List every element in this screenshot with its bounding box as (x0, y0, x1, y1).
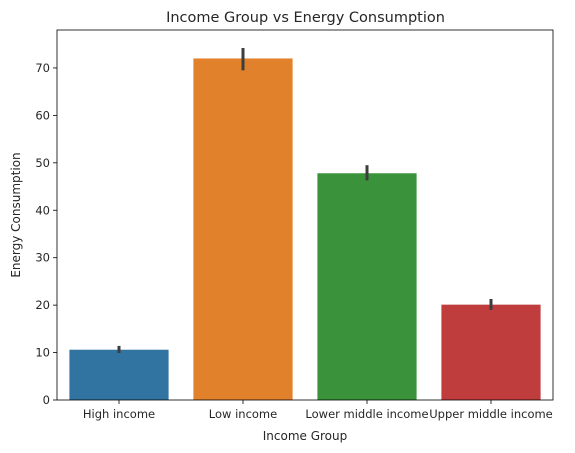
x-tick-label: Lower middle income (305, 407, 428, 421)
bar (193, 58, 293, 400)
x-axis-ticks: High income Low income Lower middle income… (83, 400, 553, 421)
y-tick-label: 60 (35, 108, 50, 122)
x-axis-label: Income Group (263, 429, 348, 443)
bar (317, 173, 417, 400)
y-tick-label: 50 (35, 156, 50, 170)
error-bars (117, 48, 493, 354)
chart-title: Income Group vs Energy Consumption (166, 10, 445, 26)
y-tick-label: 20 (35, 298, 50, 312)
bar (69, 349, 169, 400)
y-tick-label: 0 (43, 393, 50, 407)
bars (69, 58, 541, 400)
x-tick-label: Low income (209, 407, 277, 421)
bar (441, 304, 541, 400)
y-axis-ticks: 0 10 20 30 40 50 60 70 (35, 61, 57, 407)
x-tick-label: Upper middle income (429, 407, 553, 421)
y-tick-label: 40 (35, 203, 50, 217)
y-tick-label: 30 (35, 251, 50, 265)
y-axis-label: Energy Consumption (9, 152, 23, 277)
plot-frame (56, 29, 554, 401)
x-tick-label: High income (83, 407, 155, 421)
y-tick-label: 70 (35, 61, 50, 75)
y-tick-label: 10 (35, 346, 50, 360)
